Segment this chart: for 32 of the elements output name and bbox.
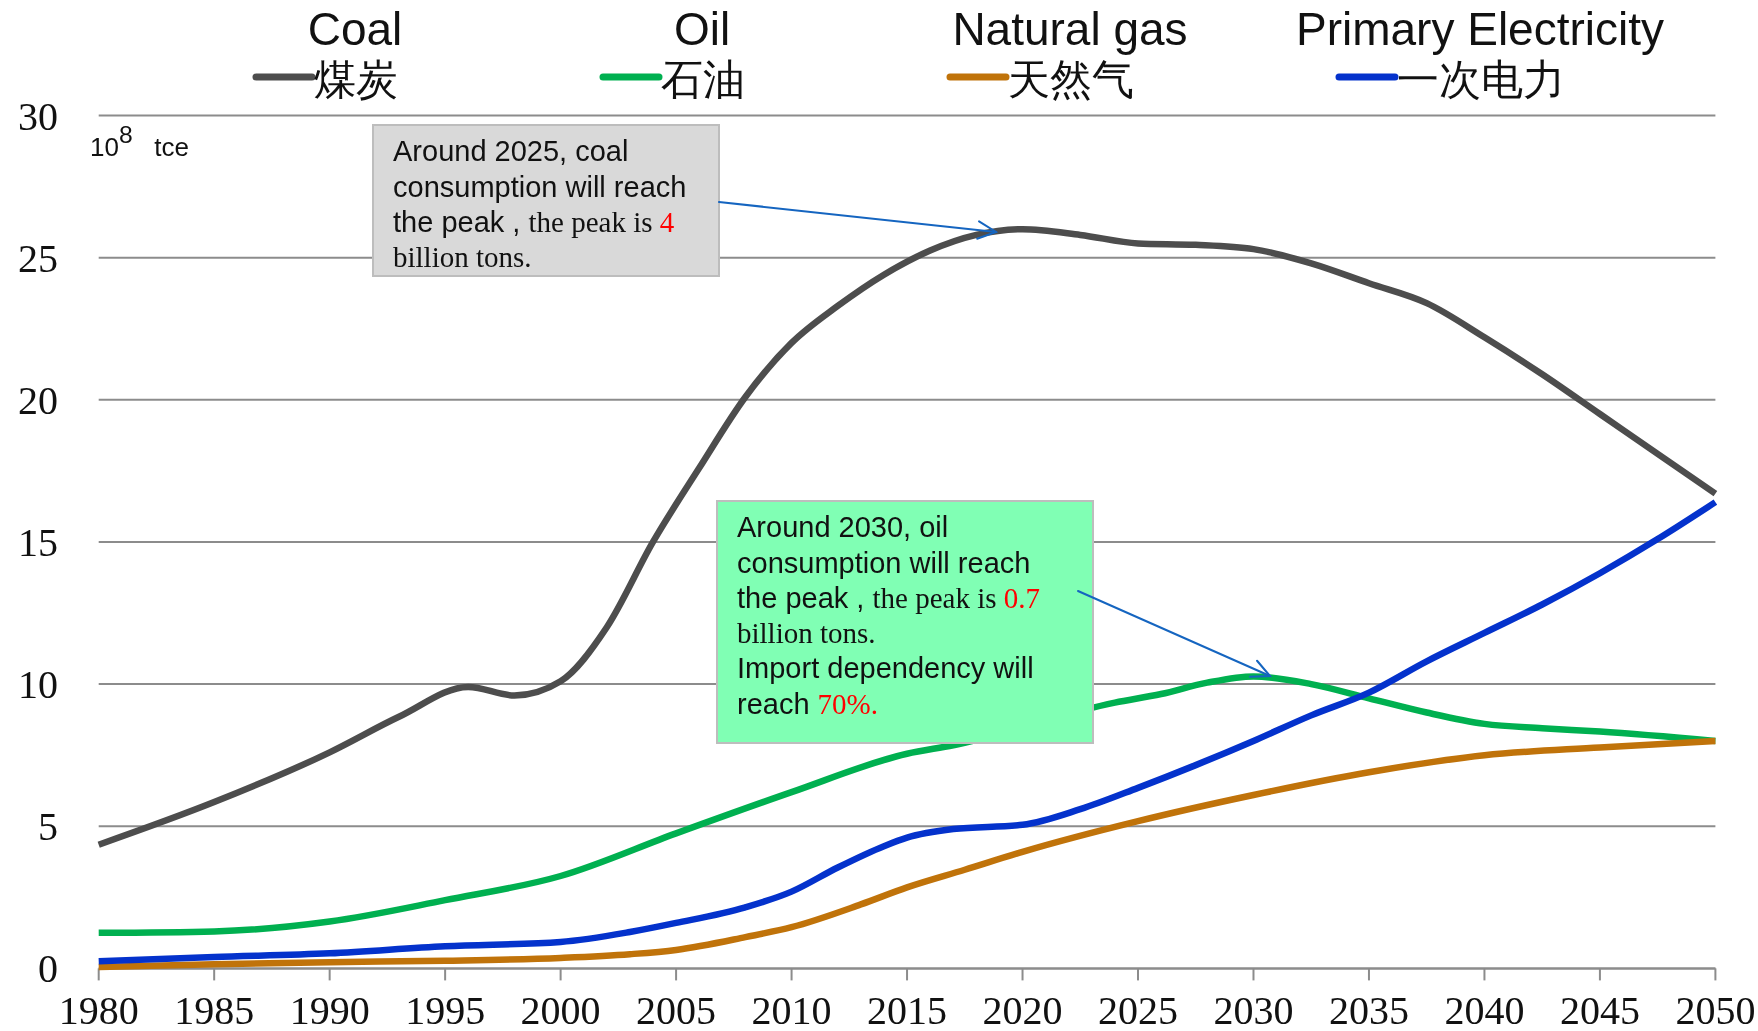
y-tick-label: 20 xyxy=(18,377,58,423)
x-tick-label: 2000 xyxy=(520,988,601,1031)
x-tick-label: 2040 xyxy=(1444,988,1525,1031)
legend-label: 天然气 xyxy=(1008,56,1134,103)
x-tick-label: 2015 xyxy=(867,988,948,1031)
x-tick-label: 1980 xyxy=(58,988,139,1031)
x-tick-label: 1990 xyxy=(289,988,370,1031)
text: Coal xyxy=(307,3,403,55)
x-tick-label: 2035 xyxy=(1328,988,1409,1031)
x-tick-label: 2030 xyxy=(1213,988,1294,1031)
text: Around 2025, coal consumption will reach the peak , the peak is 4 billion tons. xyxy=(393,135,687,274)
x-tick-label: 1985 xyxy=(174,988,255,1031)
y-tick-label: 30 xyxy=(18,93,58,139)
y-tick-label: 15 xyxy=(18,519,58,565)
x-tick-label: 2020 xyxy=(982,988,1063,1031)
y-tick-label: 25 xyxy=(18,235,58,281)
legend-label: 石油 xyxy=(661,56,745,103)
x-tick-label: 2025 xyxy=(1098,988,1179,1031)
legend-label: 煤炭 xyxy=(314,56,398,103)
x-tick-label: 2050 xyxy=(1675,988,1756,1031)
x-tick-label: 2010 xyxy=(751,988,832,1031)
text: Oil xyxy=(673,3,731,55)
x-tick-label: 2005 xyxy=(636,988,717,1031)
x-tick-label: 2045 xyxy=(1559,988,1640,1031)
text: Around 2030, oil consumption will reach the peak , the peak is 0.7 billion tons. Import dependency will reach 70%. xyxy=(737,511,1040,720)
text: Natural gas xyxy=(952,3,1188,55)
y-tick-label: 5 xyxy=(38,804,58,850)
y-tick-label: 0 xyxy=(38,946,58,992)
y-tick-label: 10 xyxy=(18,662,58,708)
legend-label: 一次电力 xyxy=(1397,56,1565,103)
text: Primary Electricity xyxy=(1295,3,1665,55)
x-tick-label: 1995 xyxy=(405,988,486,1031)
